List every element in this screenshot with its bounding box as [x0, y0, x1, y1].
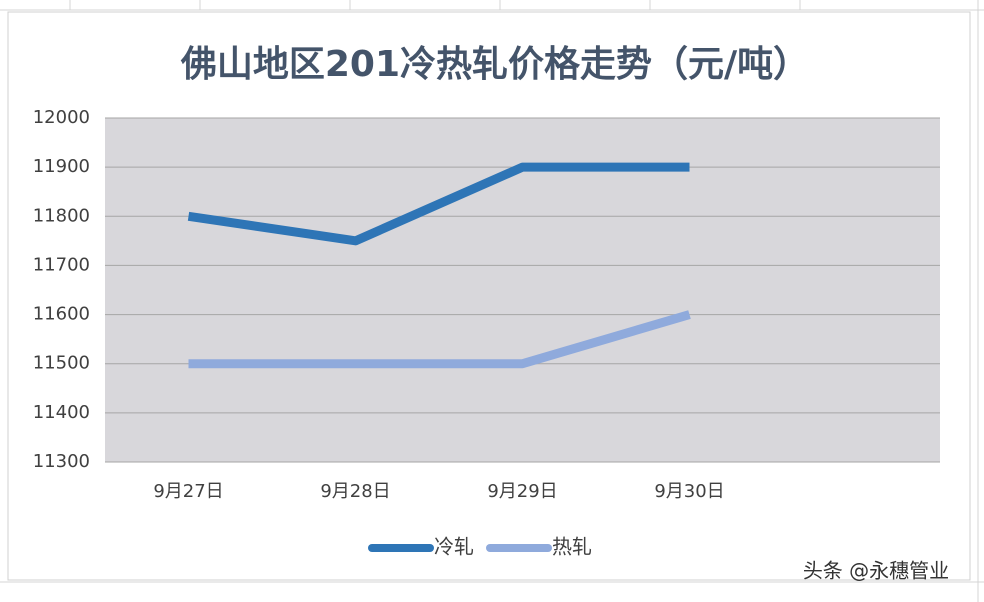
chart-title: 佛山地区201冷热轧价格走势（元/吨） — [180, 44, 809, 85]
series-line — [187, 162, 690, 246]
x-tick-label: 9月28日 — [320, 481, 390, 502]
legend-label: 冷轧 — [434, 535, 474, 559]
watermark: 头条 @永穗管业 — [803, 559, 949, 583]
x-tick-label: 9月30日 — [654, 481, 724, 502]
y-tick-label: 12000 — [33, 107, 90, 128]
y-tick-label: 11300 — [33, 451, 90, 472]
plot-area — [105, 118, 940, 462]
legend-label: 热轧 — [552, 535, 592, 559]
y-tick-label: 11700 — [33, 254, 90, 275]
y-tick-label: 11900 — [33, 156, 90, 177]
y-tick-label: 11400 — [33, 402, 90, 423]
x-tick-label: 9月29日 — [487, 481, 557, 502]
series-line — [188, 310, 691, 369]
x-tick-label: 9月27日 — [153, 481, 223, 502]
y-tick-label: 11500 — [33, 353, 90, 374]
y-tick-label: 11600 — [33, 304, 90, 325]
y-tick-label: 11800 — [33, 205, 90, 226]
